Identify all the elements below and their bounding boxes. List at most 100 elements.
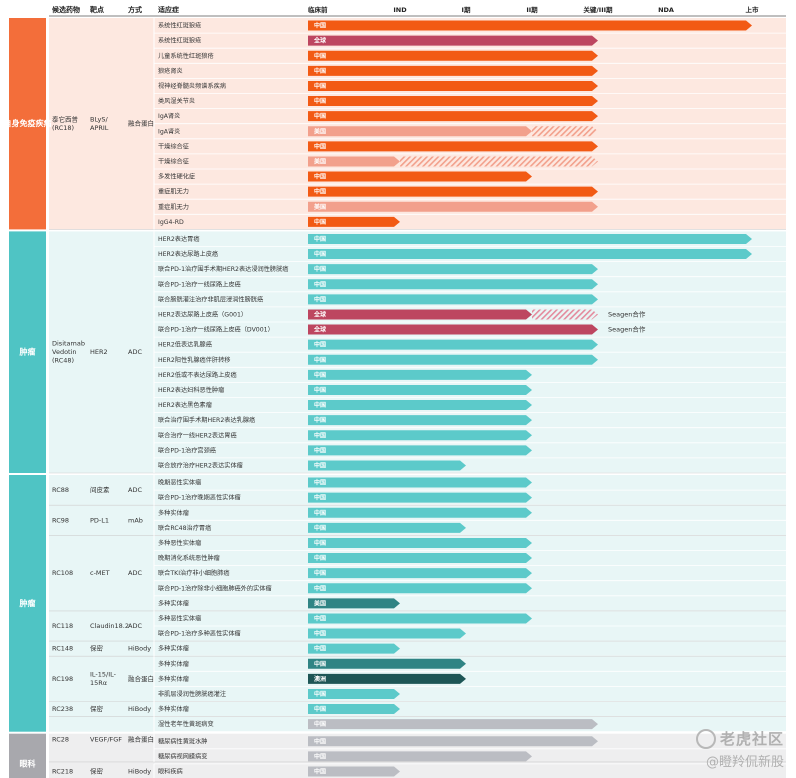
planned-bar (532, 309, 598, 320)
drug-target: 保密 (90, 766, 104, 775)
progress-bar (308, 294, 598, 305)
indication-label: 多种实体瘤 (158, 599, 189, 607)
indication-label: 多种实体瘤 (158, 705, 189, 713)
region-label: 中国 (314, 82, 326, 90)
indication-label: 联合PD-1治疗宫颈癌 (158, 446, 216, 454)
drug-modality: 融合蛋白 (128, 119, 154, 128)
indication-label: HER2表达胃癌 (158, 235, 200, 243)
indication-label: 联合放疗治疗HER2表达实体瘤 (158, 461, 243, 469)
progress-bar (308, 80, 598, 91)
progress-bar (308, 688, 400, 699)
progress-bar (308, 568, 532, 579)
indication-label: 糖尿病性黄斑水肿 (158, 737, 208, 745)
indication-label: IgA肾炎 (158, 127, 180, 135)
progress-bar (308, 186, 598, 197)
indication-label: 联合治疗围手术期HER2表达乳腺癌 (158, 416, 255, 424)
header-drug: 候选药物 (52, 5, 80, 14)
indication-label: HER2阳性乳腺癌伴肝转移 (158, 356, 231, 364)
drug-name: RC148 (52, 645, 73, 653)
indication-label: IgG4-RD (158, 219, 184, 226)
region-label: 中国 (314, 446, 326, 454)
region-label: 中国 (314, 173, 326, 181)
indication-label: 类风湿关节炎 (158, 97, 195, 105)
region-label: 美国 (313, 127, 326, 135)
partner-note: Seagen合作 (608, 309, 646, 318)
drug-name: RC88 (52, 486, 69, 494)
progress-bar (308, 658, 466, 669)
progress-bar (308, 673, 466, 684)
progress-bar (308, 111, 598, 122)
indication-label: 干燥综合征 (158, 142, 189, 150)
watermark-line1: 老虎社区 (719, 729, 784, 748)
header-stage: IND (393, 6, 407, 14)
indication-label: 联合PD-1治疗晚期恶性实体瘤 (158, 494, 241, 502)
planned-bar (532, 126, 598, 137)
header-stage: II期 (526, 5, 538, 14)
drug-target: 间皮素 (90, 485, 110, 494)
progress-bar (308, 156, 400, 167)
indication-label: IgA肾炎 (158, 112, 180, 120)
indication-label: 多种实体瘤 (158, 509, 189, 517)
drug-modality: HiBody (128, 705, 151, 713)
region-label: 美国 (313, 599, 326, 607)
drug-name: (RC48) (52, 357, 74, 365)
partner-note: Seagen合作 (608, 325, 646, 334)
progress-bar (308, 171, 532, 182)
drug-name: RC218 (52, 767, 73, 775)
region-label: 中国 (314, 554, 326, 562)
section-side-band (9, 733, 46, 778)
header-stage: 关键/III期 (583, 5, 613, 14)
region-label: 中国 (314, 67, 326, 75)
drug-name: Vedotin (52, 348, 77, 356)
region-label: 中国 (314, 569, 326, 577)
indication-label: 联合治疗一线HER2表达胃癌 (158, 431, 237, 439)
drug-name: RC198 (52, 675, 73, 683)
region-label: 中国 (314, 524, 326, 532)
progress-bar (308, 492, 532, 503)
region-label: 中国 (314, 416, 326, 424)
progress-bar (308, 445, 532, 456)
region-label: 中国 (314, 767, 326, 775)
indication-label: 狼疮肾炎 (158, 67, 183, 75)
region-label: 中国 (314, 509, 326, 517)
region-label: 中国 (314, 737, 326, 745)
drug-target: c-MET (90, 569, 110, 577)
indication-label: 晚期消化系统恶性肿瘤 (158, 554, 220, 562)
drug-target: HER2 (90, 348, 108, 356)
drug-modality: 融合蛋白 (128, 674, 154, 683)
section-label: 眼科 (20, 758, 36, 768)
region-label: 中国 (314, 142, 326, 150)
drug-name: RC238 (52, 705, 73, 713)
watermark-line2: @瞪羚侃新股 (705, 755, 784, 770)
progress-bar (308, 460, 466, 471)
progress-bar (308, 583, 532, 594)
progress-bar (308, 643, 400, 654)
indication-label: HER2表达妇科恶性肿瘤 (158, 386, 224, 394)
progress-bar (308, 400, 532, 411)
region-label: 中国 (314, 584, 326, 592)
tiger-logo-icon (695, 729, 716, 749)
region-label: 中国 (314, 752, 326, 760)
indication-label: 联合PD-1治疗多种恶性实体瘤 (158, 630, 241, 638)
section-label: 自身免疫疾病 (4, 118, 52, 128)
indication-label: 重症肌无力 (158, 203, 189, 211)
drug-target: 保密 (90, 704, 104, 713)
region-label: 中国 (314, 630, 326, 638)
indication-label: 联合膀胱灌注治疗非肌层浸润性膀胱癌 (158, 295, 263, 303)
progress-bar (308, 216, 400, 227)
region-label: 中国 (314, 280, 326, 288)
progress-bar (308, 430, 532, 441)
indication-label: 系统性红斑狼疮 (158, 37, 201, 45)
progress-bar (308, 141, 598, 152)
progress-bar (308, 751, 532, 762)
progress-bar (308, 704, 400, 715)
progress-bar (308, 96, 598, 107)
region-label: 中国 (314, 614, 326, 622)
region-label: 中国 (314, 720, 326, 728)
indication-label: 湿性老年性黄斑病变 (158, 720, 214, 728)
region-label: 中国 (314, 705, 326, 713)
indication-label: 多种恶性实体瘤 (158, 539, 201, 547)
progress-bar (308, 736, 598, 747)
progress-bar (308, 50, 598, 61)
region-label: 中国 (314, 22, 326, 30)
